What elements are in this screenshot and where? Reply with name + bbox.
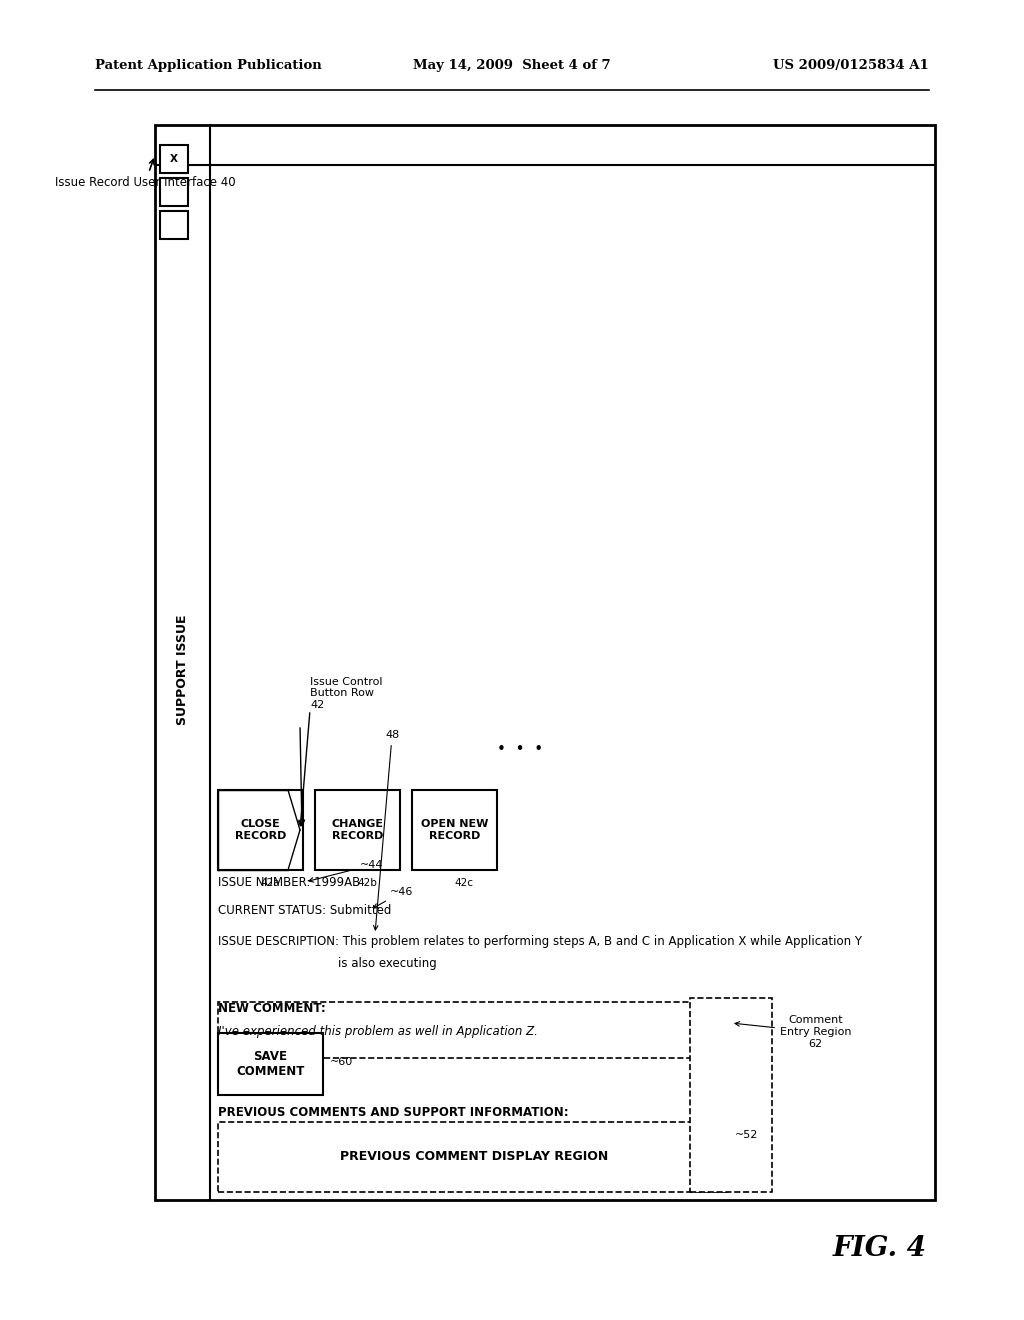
Bar <box>412 789 497 870</box>
Text: ISSUE NUMBER: 1999AB: ISSUE NUMBER: 1999AB <box>218 875 360 888</box>
Text: SAVE
COMMENT: SAVE COMMENT <box>237 1049 305 1078</box>
Text: FIG. 4: FIG. 4 <box>833 1234 927 1262</box>
Bar <box>218 1034 323 1096</box>
Text: Comment
Entry Region
62: Comment Entry Region 62 <box>735 1015 852 1048</box>
Text: PREVIOUS COMMENT DISPLAY REGION: PREVIOUS COMMENT DISPLAY REGION <box>340 1151 608 1163</box>
Text: 42c: 42c <box>455 878 473 888</box>
Text: ~46: ~46 <box>374 887 414 908</box>
Text: ~60: ~60 <box>330 1057 353 1067</box>
Text: •  •  •: • • • <box>497 742 543 758</box>
Text: ~52: ~52 <box>735 1130 759 1140</box>
Text: Patent Application Publication: Patent Application Publication <box>95 58 322 71</box>
Bar <box>218 1122 730 1192</box>
Text: CURRENT STATUS: Submitted: CURRENT STATUS: Submitted <box>218 903 391 916</box>
Bar <box>315 789 400 870</box>
Text: 48: 48 <box>374 730 399 931</box>
Bar <box>160 145 188 173</box>
Text: ISSUE DESCRIPTION: This problem relates to performing steps A, B and C in Applic: ISSUE DESCRIPTION: This problem relates … <box>218 936 862 949</box>
Bar <box>218 1002 730 1059</box>
Bar <box>155 125 935 1200</box>
Text: NEW COMMENT:: NEW COMMENT: <box>218 1002 326 1015</box>
Text: PREVIOUS COMMENTS AND SUPPORT INFORMATION:: PREVIOUS COMMENTS AND SUPPORT INFORMATIO… <box>218 1106 568 1118</box>
Bar <box>160 211 188 239</box>
Text: US 2009/0125834 A1: US 2009/0125834 A1 <box>773 58 929 71</box>
Bar <box>160 178 188 206</box>
Text: CHANGE
RECORD: CHANGE RECORD <box>332 820 384 841</box>
Text: OPEN NEW
RECORD: OPEN NEW RECORD <box>421 820 488 841</box>
Text: 42a: 42a <box>260 878 281 888</box>
Text: Issue Record User Interface 40: Issue Record User Interface 40 <box>55 160 236 189</box>
Text: CLOSE
RECORD: CLOSE RECORD <box>234 820 286 841</box>
Text: SUPPORT ISSUE: SUPPORT ISSUE <box>176 615 189 725</box>
Text: May 14, 2009  Sheet 4 of 7: May 14, 2009 Sheet 4 of 7 <box>414 58 610 71</box>
Text: 42b: 42b <box>357 878 378 888</box>
Text: is also executing: is also executing <box>338 957 437 970</box>
Bar <box>690 998 772 1192</box>
Text: X: X <box>170 154 178 164</box>
Text: ~44: ~44 <box>309 861 384 882</box>
Text: I've experienced this problem as well in Application Z.: I've experienced this problem as well in… <box>218 1026 538 1039</box>
Text: Issue Control
Button Row
42: Issue Control Button Row 42 <box>310 677 383 710</box>
Bar <box>218 789 303 870</box>
